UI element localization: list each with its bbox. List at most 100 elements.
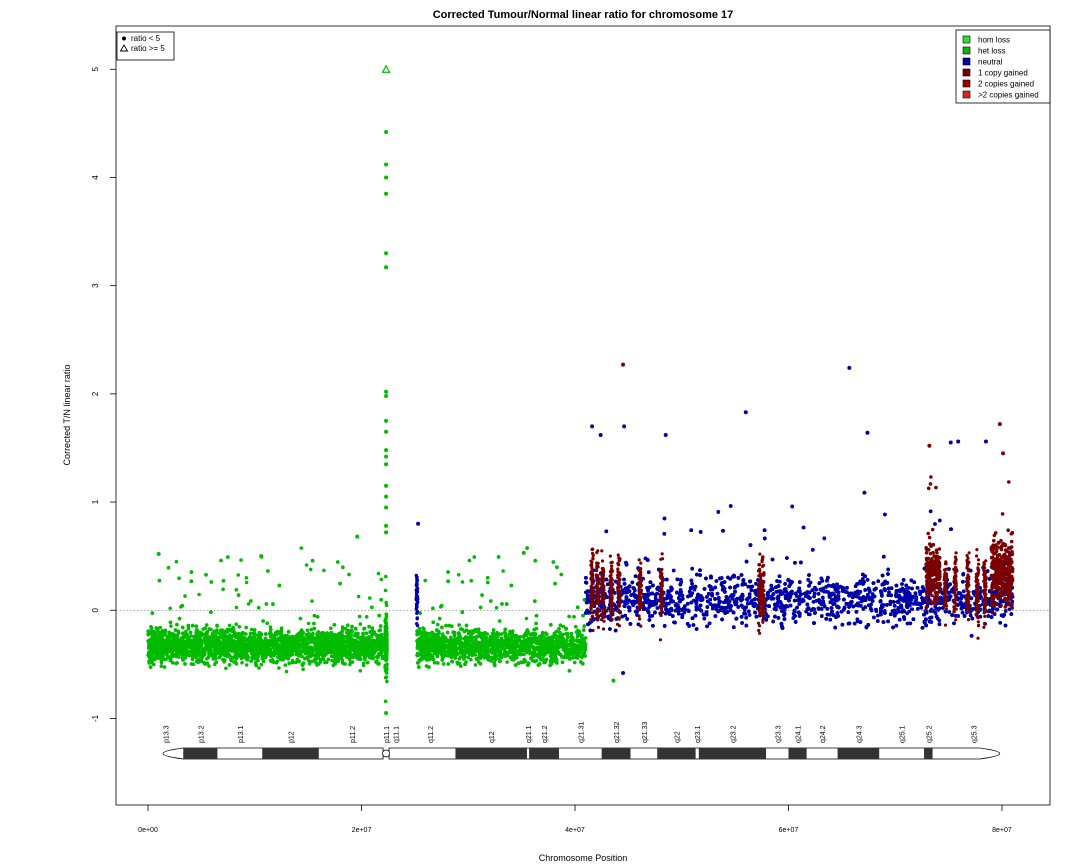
- data-point: [276, 647, 280, 652]
- data-point: [169, 646, 173, 650]
- data-point: [190, 653, 194, 658]
- data-point: [432, 660, 437, 665]
- data-point: [356, 594, 361, 599]
- data-point: [331, 663, 336, 668]
- data-point: [275, 629, 280, 634]
- data-point: [261, 652, 265, 656]
- data-point: [367, 652, 372, 656]
- data-point: [259, 662, 264, 667]
- data-point: [361, 631, 365, 636]
- data-point: [315, 663, 319, 667]
- data-point: [169, 649, 174, 653]
- data-point: [174, 649, 179, 654]
- data-point: [312, 613, 317, 618]
- data-point: [367, 624, 371, 629]
- data-point: [166, 565, 171, 570]
- data-point: [339, 650, 343, 655]
- data-point: [288, 651, 292, 655]
- data-point: [226, 642, 230, 646]
- data-point: [184, 653, 188, 657]
- data-point: [473, 663, 478, 667]
- data-point: [379, 577, 384, 582]
- data-point: [265, 621, 270, 625]
- data-point: [160, 644, 165, 648]
- data-point: [325, 631, 330, 635]
- data-point: [310, 599, 314, 603]
- data-point: [444, 623, 448, 628]
- data-point: [352, 646, 357, 651]
- data-point: [237, 625, 242, 629]
- data-point: [277, 666, 281, 670]
- chart-title: Corrected Tumour/Normal linear ratio for…: [433, 9, 734, 21]
- data-point: [316, 630, 321, 634]
- data-point: [204, 633, 209, 638]
- data-point: [360, 646, 364, 651]
- data-point: [172, 645, 177, 650]
- data-point: [269, 627, 273, 632]
- data-point: [280, 646, 285, 650]
- data-point: [174, 633, 179, 638]
- data-point: [532, 627, 537, 632]
- data-point: [189, 662, 194, 666]
- data-point: [341, 565, 345, 569]
- data-point: [146, 632, 151, 637]
- data-point: [295, 647, 300, 651]
- data-point: [256, 643, 260, 647]
- data-point: [277, 583, 282, 588]
- data-point: [312, 659, 317, 663]
- data-point: [307, 661, 312, 666]
- data-point: [276, 655, 280, 660]
- data-point: [310, 633, 314, 637]
- data-point: [358, 643, 362, 647]
- data-point: [169, 624, 173, 628]
- data-point: [202, 651, 207, 656]
- data-point: [271, 650, 276, 655]
- data-point: [182, 645, 187, 650]
- data-point: [207, 651, 211, 655]
- data-point: [209, 580, 214, 584]
- data-point: [376, 645, 381, 649]
- data-point: [358, 655, 362, 659]
- data-point: [244, 580, 249, 585]
- data-point: [246, 602, 251, 606]
- data-point: [525, 546, 529, 550]
- data-point: [332, 623, 337, 627]
- data-point: [221, 657, 225, 662]
- data-point: [189, 643, 193, 648]
- data-point: [280, 640, 285, 644]
- data-point: [486, 580, 490, 585]
- data-point: [276, 650, 280, 655]
- data-point: [284, 669, 289, 674]
- data-point: [271, 660, 276, 664]
- data-point: [263, 636, 268, 641]
- data-point: [489, 599, 493, 603]
- data-point: [268, 647, 272, 652]
- data-point: [234, 588, 239, 592]
- data-point: [184, 629, 188, 634]
- data-point: [250, 655, 254, 660]
- data-point: [457, 657, 462, 661]
- data-point: [342, 649, 347, 654]
- data-point: [297, 659, 301, 664]
- data-point: [304, 633, 309, 637]
- data-point: [368, 596, 372, 600]
- data-point: [485, 576, 490, 580]
- data-point: [240, 661, 244, 665]
- data-point: [160, 658, 164, 662]
- data-point: [469, 578, 474, 583]
- data-point: [244, 576, 249, 580]
- data-points: [146, 475, 1015, 704]
- data-point: [343, 645, 348, 650]
- data-point: [149, 659, 153, 663]
- data-point: [218, 650, 222, 655]
- data-point: [183, 594, 187, 598]
- data-point: [250, 635, 255, 640]
- data-point: [359, 639, 364, 643]
- data-point: [176, 629, 180, 634]
- data-point: [177, 616, 182, 621]
- data-point: [305, 628, 310, 633]
- data-point: [157, 578, 162, 583]
- data-point: [232, 631, 237, 636]
- data-point: [249, 643, 253, 648]
- data-point: [480, 593, 484, 597]
